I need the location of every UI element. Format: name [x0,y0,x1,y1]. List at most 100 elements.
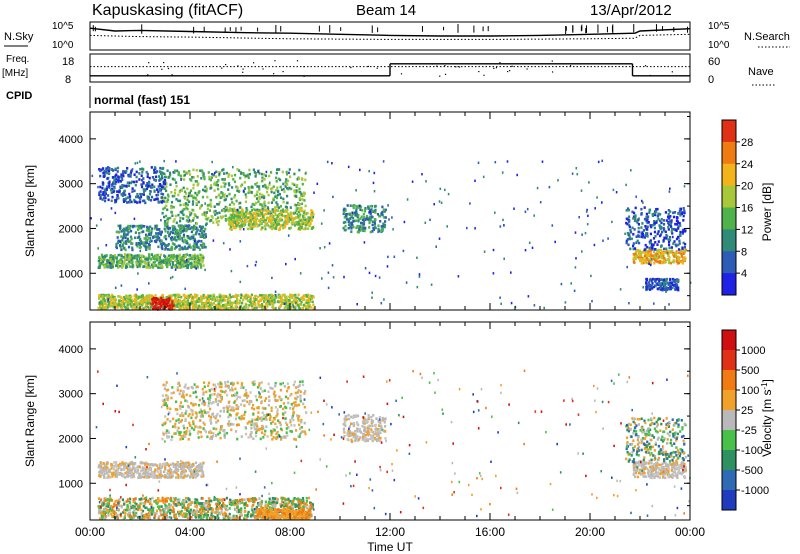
power-cell [244,223,247,226]
power-scatter-cell [557,179,559,182]
power-cell [682,219,685,222]
power-cell [244,193,247,196]
power-scatter-cell [175,246,177,249]
power-cell [306,221,309,225]
power-cell [288,227,291,230]
power-cell [205,187,208,191]
power-cell [383,210,386,213]
power-cell [183,208,186,211]
freq-scatter-point [458,66,461,68]
power-cell [633,211,636,215]
power-scatter-cell [424,221,427,224]
power-cell [640,207,643,211]
velocity-cell [103,470,106,473]
velocity-cell [197,467,200,471]
power-cell [129,255,132,259]
power-scatter-cell [500,302,502,305]
power-cell [136,302,139,306]
power-cell [183,173,186,177]
power-cell [196,183,199,187]
power-scatter-cell [301,202,303,205]
power-cell [145,187,148,191]
power-cell [297,293,300,297]
power-cell [380,212,383,216]
power-scatter-cell [239,280,242,284]
power-cell [288,298,291,302]
power-cell [124,256,127,260]
power-cell [219,306,222,310]
power-cell [250,205,253,209]
power-cell [680,212,683,215]
power-cell [278,193,281,196]
y-tick-label: 4000 [59,134,83,146]
power-scatter-cell [368,211,370,214]
power-cell [646,221,649,225]
power-cell [186,187,189,191]
power-scatter-cell [516,173,518,177]
power-scatter-cell [625,183,627,187]
power-cell [136,294,139,298]
power-cell [131,302,134,306]
power-cell [301,209,304,213]
power-cell [128,297,131,301]
velocity-cell [190,472,193,476]
power-cell [210,205,213,208]
power-cell [367,207,370,211]
power-cell [625,239,628,243]
power-cell [240,172,243,175]
freq-scatter-point [367,65,370,68]
power-scatter-cell [119,240,121,243]
power-cell [188,173,192,176]
velocity-cell [117,471,120,474]
power-cell [108,184,111,188]
power-cell [163,206,166,210]
power-cell [164,261,167,264]
power-cell [270,171,273,174]
power-cell [260,195,263,199]
power-cell [364,218,367,221]
power-cell [255,298,258,301]
power-cell [228,203,232,207]
power-cell [209,178,212,182]
velocity-cell [227,424,231,427]
power-cell [170,238,173,242]
power-scatter-cell [120,284,123,287]
power-cell [383,216,386,219]
power-cell [193,224,196,228]
power-cell [634,252,637,256]
power-cell [198,248,202,251]
power-cell [663,282,666,286]
power-cell [124,171,127,174]
power-cell [134,300,137,304]
power-cell [260,172,263,176]
power-cell [667,240,671,244]
power-cell [218,200,221,204]
power-cell [190,266,193,269]
power-cell [192,168,195,172]
power-cell [382,224,385,228]
power-cell [213,205,216,208]
power-cell [106,177,109,180]
power-cell [226,217,229,221]
power-scatter-cell [343,275,345,279]
power-cell [242,172,245,175]
power-cell [233,194,237,197]
power-cell [177,213,180,217]
power-cell [102,167,105,170]
power-cell [286,220,290,223]
power-scatter-cell [492,272,495,275]
velocity-cell [115,460,118,464]
power-cell [679,214,682,217]
velocity-cell [125,466,128,470]
power-cell [151,183,154,187]
power-cell [111,257,115,261]
power-cell [275,189,278,192]
power-cell [216,295,219,299]
power-cell [276,186,279,189]
noise-series-nsearch [89,33,691,40]
velocity-cell [147,468,150,471]
power-cell [272,198,275,202]
power-cell [677,257,680,261]
velocity-cell [104,465,107,468]
power-cell [252,217,255,220]
